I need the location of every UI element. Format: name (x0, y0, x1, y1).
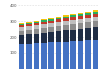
Bar (63, 21, 69, 25)
Bar (48, 27, 54, 32)
Bar (41, 20, 47, 22)
Bar (70, 24, 76, 30)
Bar (41, 19, 47, 20)
Bar (56, 19, 61, 22)
Bar (56, 22, 61, 26)
Bar (85, 40, 91, 69)
Bar (19, 31, 24, 35)
Bar (19, 23, 24, 24)
Bar (63, 42, 69, 69)
Bar (41, 24, 47, 28)
Bar (26, 24, 32, 26)
Bar (70, 20, 76, 24)
Bar (78, 16, 83, 19)
Bar (34, 25, 39, 29)
Bar (34, 34, 39, 43)
Bar (56, 31, 61, 42)
Bar (34, 43, 39, 69)
Bar (56, 18, 61, 19)
Bar (93, 12, 98, 14)
Bar (56, 17, 61, 18)
Bar (48, 18, 54, 19)
Bar (56, 26, 61, 31)
Bar (78, 29, 83, 41)
Bar (63, 30, 69, 42)
Bar (93, 27, 98, 40)
Bar (19, 35, 24, 44)
Bar (19, 25, 24, 27)
Bar (41, 22, 47, 24)
Bar (19, 44, 24, 69)
Bar (34, 21, 39, 22)
Bar (70, 30, 76, 41)
Bar (19, 27, 24, 31)
Bar (26, 26, 32, 30)
Bar (19, 24, 24, 25)
Bar (78, 14, 83, 16)
Bar (34, 29, 39, 34)
Bar (63, 15, 69, 17)
Bar (85, 22, 91, 28)
Bar (56, 42, 61, 69)
Bar (34, 23, 39, 25)
Bar (41, 28, 47, 33)
Bar (78, 23, 83, 29)
Bar (48, 42, 54, 69)
Bar (85, 18, 91, 22)
Bar (78, 41, 83, 69)
Bar (85, 15, 91, 18)
Bar (85, 12, 91, 13)
Bar (26, 23, 32, 24)
Bar (93, 10, 98, 12)
Bar (85, 13, 91, 15)
Bar (48, 23, 54, 27)
Bar (93, 14, 98, 17)
Bar (48, 19, 54, 21)
Bar (70, 14, 76, 15)
Bar (63, 25, 69, 30)
Bar (85, 28, 91, 40)
Bar (78, 19, 83, 23)
Bar (63, 17, 69, 18)
Bar (26, 22, 32, 23)
Bar (48, 21, 54, 23)
Bar (34, 22, 39, 23)
Bar (78, 13, 83, 14)
Bar (70, 17, 76, 20)
Bar (41, 33, 47, 43)
Bar (26, 44, 32, 69)
Bar (41, 43, 47, 69)
Bar (26, 30, 32, 34)
Bar (70, 41, 76, 69)
Bar (93, 40, 98, 69)
Bar (93, 17, 98, 21)
Bar (93, 21, 98, 27)
Bar (48, 32, 54, 42)
Bar (63, 18, 69, 21)
Bar (70, 15, 76, 17)
Bar (26, 34, 32, 44)
